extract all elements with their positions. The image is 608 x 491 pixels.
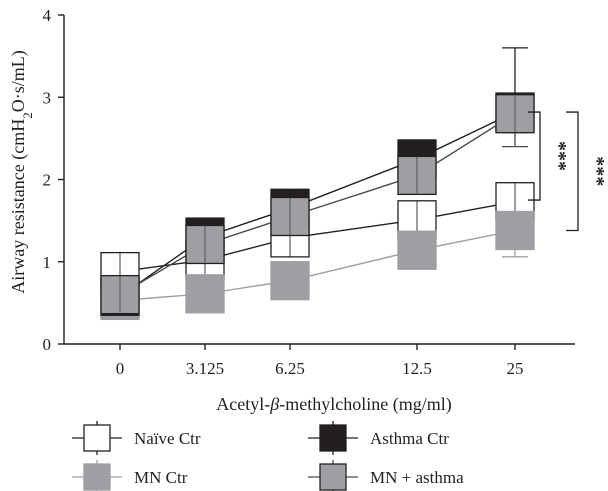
legend-label: MN + asthma	[370, 468, 464, 487]
y-tick-label: 1	[43, 253, 52, 272]
significance-label: ***	[586, 156, 608, 186]
x-axis-title: Acetyl-β-methylcholine (mg/ml)	[216, 394, 451, 415]
legend-label: Asthma Ctr	[370, 429, 449, 448]
legend-label: Naïve Ctr	[134, 429, 201, 448]
legend-item-na-ve-ctr: Naïve Ctr	[72, 421, 201, 455]
y-tick-label: 0	[43, 335, 52, 354]
significance-bracket: ***	[528, 111, 570, 201]
y-tick-label: 2	[43, 171, 52, 190]
legend-swatch	[319, 424, 347, 452]
x-tick-label: 12.5	[402, 359, 432, 378]
x-tick-label: 3.125	[186, 359, 224, 378]
axes: 0 1 2 3 4 0 3.125 6.25 12.5 25	[43, 6, 575, 378]
legend-item-mn-ctr: MN Ctr	[72, 460, 188, 491]
y-tick-label: 4	[43, 6, 52, 25]
legend-swatch	[83, 424, 111, 452]
x-tick-label: 6.25	[275, 359, 305, 378]
series-line-na-ve-ctr	[119, 201, 516, 273]
legend-item-mn-asthma: MN + asthma	[308, 460, 464, 491]
y-tick-label: 3	[43, 88, 52, 107]
legend-swatch	[83, 463, 111, 491]
bracket-line	[566, 111, 579, 232]
bracket-line	[528, 111, 541, 201]
significance-brackets: *** ***	[528, 111, 608, 232]
y-axis-title: Airway resistance (cmH2O·s/mL)	[8, 50, 35, 293]
error-bars	[107, 47, 528, 308]
series-line-mn-ctr	[119, 229, 516, 302]
series-lines	[119, 111, 516, 302]
legend: Naïve Ctr Asthma Ctr MN Ctr MN + asthma	[72, 421, 464, 491]
series-markers	[100, 92, 535, 321]
legend-item-asthma-ctr: Asthma Ctr	[308, 421, 449, 455]
legend-swatch	[319, 463, 347, 491]
significance-label: ***	[548, 141, 570, 171]
significance-bracket: ***	[566, 111, 608, 232]
legend-label: MN Ctr	[134, 468, 188, 487]
x-tick-label: 25	[507, 359, 524, 378]
x-tick-label: 0	[116, 359, 125, 378]
series-line-asthma-ctr	[119, 111, 516, 297]
